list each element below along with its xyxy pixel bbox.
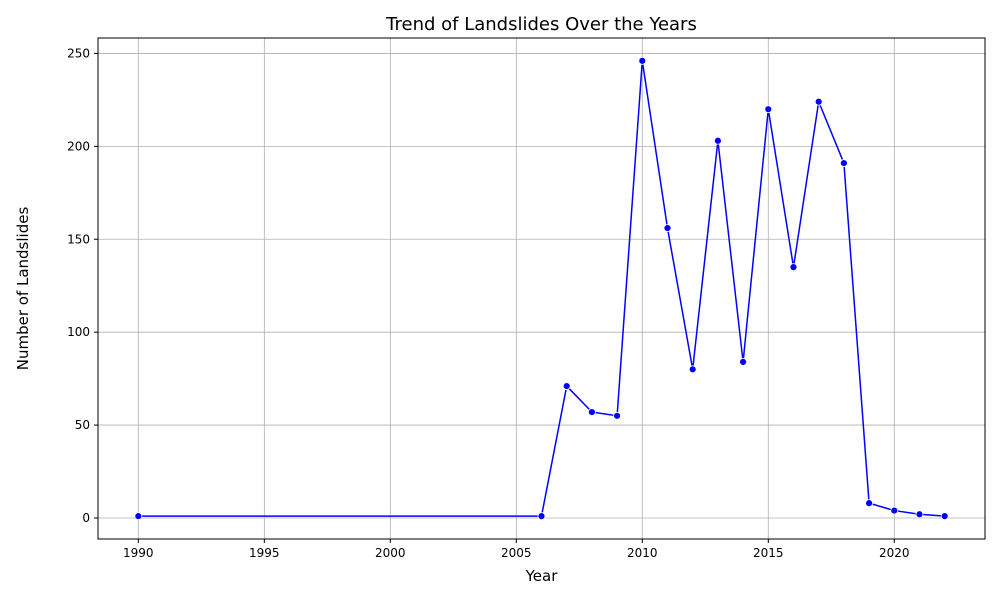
x-tick-label: 2015 <box>753 546 784 560</box>
y-axis-ticks: 0 50 100 150 200 250 <box>67 46 98 525</box>
data-point <box>839 159 848 167</box>
x-tick-label: 2010 <box>627 546 658 560</box>
data-point <box>915 510 924 519</box>
x-tick-label: 2000 <box>375 546 406 560</box>
data-point <box>537 512 546 521</box>
data-point <box>764 105 773 114</box>
y-tick-label: 100 <box>67 325 90 339</box>
x-tick-label: 1995 <box>249 546 280 560</box>
data-point <box>814 97 823 106</box>
data-point <box>713 136 722 145</box>
y-axis-label: Number of Landslides <box>14 207 32 371</box>
y-tick-label: 250 <box>67 46 90 60</box>
data-point <box>562 382 571 390</box>
data-point <box>890 506 899 515</box>
x-axis-label: Year <box>525 567 559 585</box>
data-point <box>663 224 672 233</box>
x-tick-label: 2005 <box>501 546 532 560</box>
data-point <box>789 263 798 272</box>
data-point <box>587 408 596 416</box>
x-axis-ticks: 1990 1995 2000 2005 2010 2015 2020 <box>123 539 910 560</box>
y-tick-label: 150 <box>67 232 90 246</box>
x-tick-label: 1990 <box>123 546 154 560</box>
data-point <box>739 358 747 366</box>
series-line <box>138 60 945 517</box>
data-point <box>940 512 949 521</box>
data-point <box>613 411 621 420</box>
grid-lines <box>98 38 985 539</box>
y-tick-label: 200 <box>67 139 90 153</box>
chart-title: Trend of Landslides Over the Years <box>385 14 697 35</box>
x-tick-label: 2020 <box>879 546 910 560</box>
y-tick-label: 0 <box>82 511 90 525</box>
plot-frame <box>97 37 986 540</box>
data-point <box>865 499 873 508</box>
data-point <box>134 512 143 521</box>
data-point <box>638 56 647 65</box>
series-landslides <box>134 56 949 521</box>
y-tick-label: 50 <box>75 418 90 432</box>
data-point <box>688 365 697 374</box>
